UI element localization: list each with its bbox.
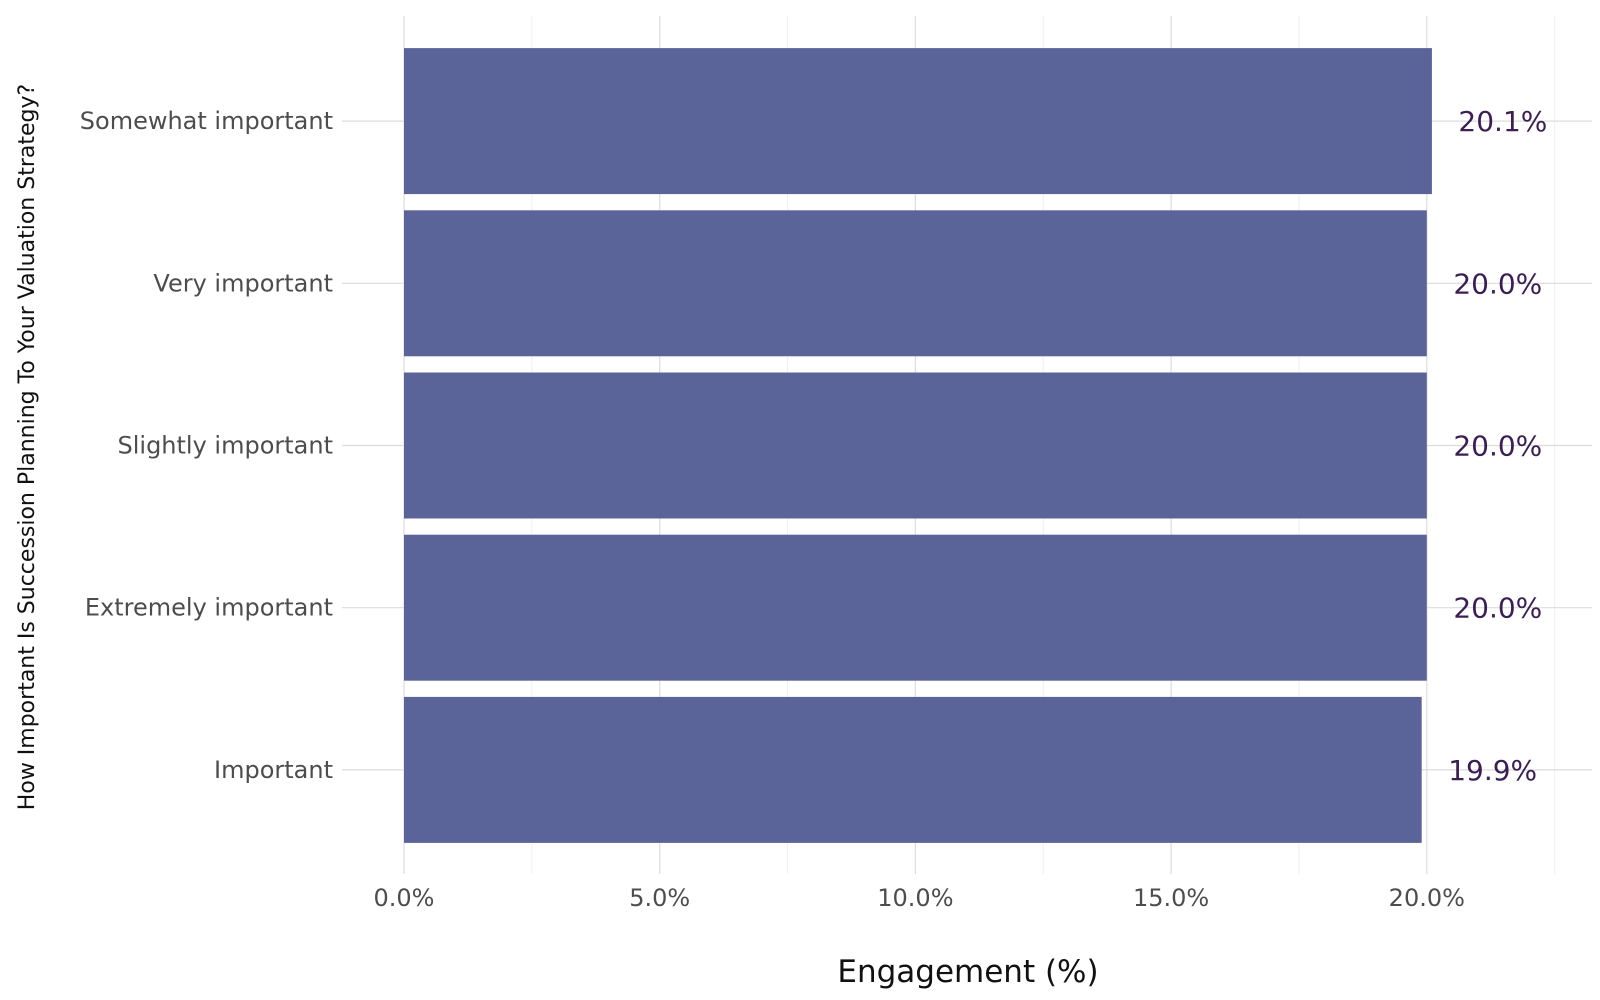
y-tick-label: Important [214, 756, 333, 784]
value-label: 20.1% [1458, 105, 1547, 138]
bar [404, 48, 1432, 195]
value-label: 19.9% [1448, 754, 1537, 787]
value-label: 20.0% [1453, 430, 1542, 463]
x-tick-label: 20.0% [1389, 884, 1465, 912]
value-label: 20.0% [1453, 267, 1542, 300]
x-tick-label: 15.0% [1133, 884, 1209, 912]
y-tick-label: Slightly important [118, 432, 334, 460]
y-tick-label: Extremely important [85, 594, 333, 622]
value-label: 20.0% [1453, 592, 1542, 625]
x-tick-label: 0.0% [374, 884, 435, 912]
bar [404, 372, 1427, 519]
bar [404, 210, 1427, 357]
x-axis-title: Engagement (%) [837, 954, 1098, 990]
y-tick-label: Very important [153, 269, 333, 297]
bar [404, 534, 1427, 681]
y-tick-label: Somewhat important [80, 107, 333, 135]
bars [404, 48, 1432, 843]
bar [404, 696, 1422, 843]
x-tick-label: 5.0% [629, 884, 690, 912]
y-axis-title: How Important Is Succession Planning To … [15, 84, 40, 810]
x-tick-label: 10.0% [877, 884, 953, 912]
value-labels: 20.1% 20.0% 20.0% 20.0% 19.9% [1448, 105, 1547, 787]
y-tick-labels: Somewhat important Very important Slightly… [80, 107, 333, 784]
x-tick-labels: 0.0% 5.0% 10.0% 15.0% 20.0% [374, 884, 1465, 912]
